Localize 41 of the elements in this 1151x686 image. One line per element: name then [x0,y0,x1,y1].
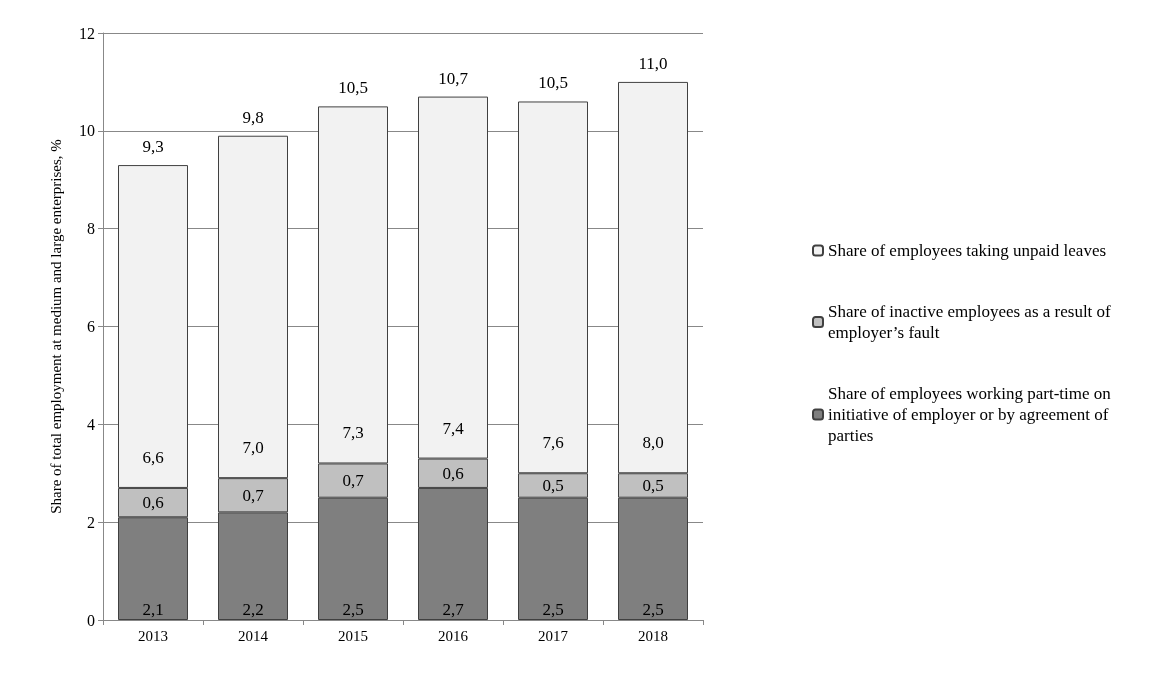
data-label: 2,2 [242,600,264,619]
total-label: 10,5 [538,73,568,93]
data-label: 2,5 [542,600,564,619]
data-label: 2,5 [642,600,664,619]
total-label: 9,3 [142,137,164,157]
data-label: 7,3 [342,423,364,443]
x-tick-label: 2018 [638,627,668,644]
data-label: 7,0 [242,438,264,458]
data-label: 6,6 [142,447,164,467]
total-label: 10,7 [438,68,469,88]
y-tick-label: 0 [87,611,95,629]
data-label: 2,7 [442,600,465,619]
data-label: 8,0 [642,433,664,453]
total-label: 11,0 [638,53,668,73]
x-tick-label: 2017 [538,627,569,644]
y-tick-label: 2 [87,513,95,531]
legend-label: Share of inactive employees as a result of employer’s fault [828,302,1116,342]
data-label: 0,5 [542,475,564,495]
x-tick-label: 2014 [238,627,269,644]
y-axis-title: Share of total employment at medium and large enterprises, % [47,139,64,514]
legend-label: Share of employees taking unpaid leaves [828,241,1107,260]
data-label: 2,5 [342,600,364,619]
total-label: 9,8 [242,107,264,127]
data-label: 0,6 [142,493,164,513]
x-tick-label: 2015 [338,627,368,644]
data-label: 2,1 [142,600,164,619]
data-label: 0,7 [242,485,265,505]
y-tick-label: 10 [79,122,95,140]
data-label: 7,4 [442,418,465,438]
y-tick-label: 8 [87,220,95,238]
y-tick-label: 12 [79,24,95,42]
data-label: 0,5 [642,475,664,495]
x-tick-label: 2013 [138,627,168,644]
x-tick-label: 2016 [438,627,469,644]
data-label: 0,6 [442,463,464,483]
total-label: 10,5 [338,78,368,98]
y-tick-label: 6 [87,318,95,335]
legend-label: Share of employees working part-time on initiative of employer or by agreement of parties [828,384,1116,445]
y-tick-label: 4 [87,415,95,433]
data-label: 0,7 [342,471,365,491]
data-label: 7,6 [542,433,564,453]
